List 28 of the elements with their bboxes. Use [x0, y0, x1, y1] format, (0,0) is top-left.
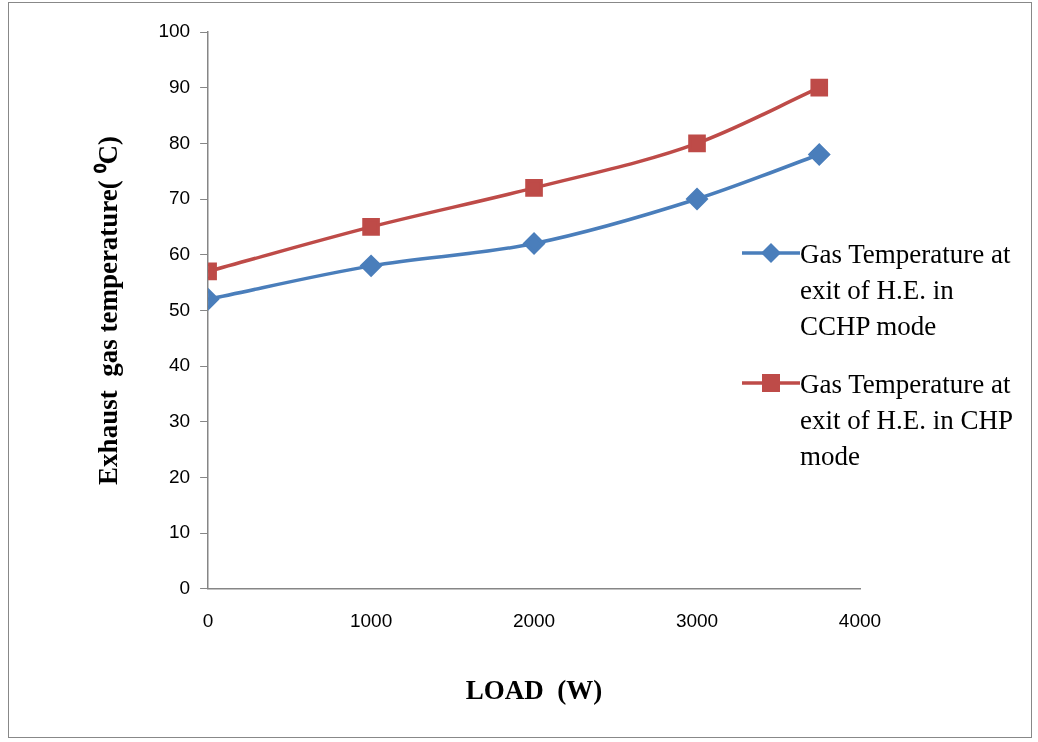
point	[810, 78, 829, 97]
point	[360, 255, 382, 277]
y-tick-label: 70	[168, 187, 191, 209]
x-tick-label: 2000	[512, 610, 556, 632]
point	[362, 218, 380, 236]
y-tick-label: 60	[168, 242, 191, 264]
y-tick-label: 30	[168, 409, 191, 431]
y-axis-title: Exhaust gas temperature( ⁰C)	[93, 135, 124, 485]
point	[525, 179, 543, 197]
y-tick-label: 80	[168, 131, 191, 153]
point	[688, 134, 706, 153]
x-axis-title: LOAD (W)	[465, 674, 603, 705]
y-tick-label: 20	[168, 465, 191, 487]
x-tick-label: 1000	[349, 610, 393, 632]
x-tick-label: 4000	[838, 610, 882, 632]
point	[686, 188, 708, 210]
y-tick-label: 100	[158, 20, 191, 42]
legend-label: Gas Temperature at exit of H.E. in CCHP mode	[800, 238, 1012, 343]
x-tick-label: 3000	[675, 610, 719, 632]
y-tick-label: 0	[179, 577, 191, 599]
x-tick-label: 0	[202, 610, 214, 632]
y-tick-label: 10	[168, 521, 191, 543]
y-tick-label: 50	[168, 298, 191, 320]
legend-label: Gas Temperature at exit of H.E. in CHP mode	[800, 368, 1013, 473]
point	[523, 232, 545, 255]
point	[808, 143, 831, 166]
y-tick-label: 40	[168, 354, 191, 376]
y-tick-label: 90	[168, 75, 191, 97]
